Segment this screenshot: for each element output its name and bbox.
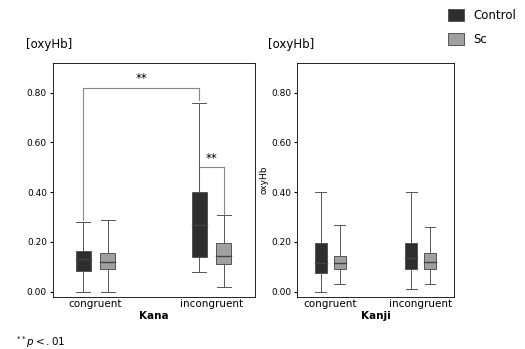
Bar xyxy=(314,243,327,273)
Text: $^{**}p<.01$: $^{**}p<.01$ xyxy=(16,334,65,349)
Text: [oxyHb]: [oxyHb] xyxy=(268,38,314,51)
Bar xyxy=(192,192,207,257)
Bar xyxy=(216,243,232,264)
Text: **: ** xyxy=(206,152,217,165)
Bar xyxy=(76,251,91,270)
Bar xyxy=(100,253,116,269)
Bar xyxy=(405,243,417,269)
Y-axis label: oxyHb: oxyHb xyxy=(259,165,268,194)
Bar xyxy=(333,255,345,269)
X-axis label: Kana: Kana xyxy=(139,311,169,321)
X-axis label: Kanji: Kanji xyxy=(361,311,390,321)
Bar xyxy=(424,253,436,269)
Legend: Control, Sc: Control, Sc xyxy=(448,9,517,46)
Text: **: ** xyxy=(135,72,148,85)
Text: [oxyHb]: [oxyHb] xyxy=(26,38,72,51)
